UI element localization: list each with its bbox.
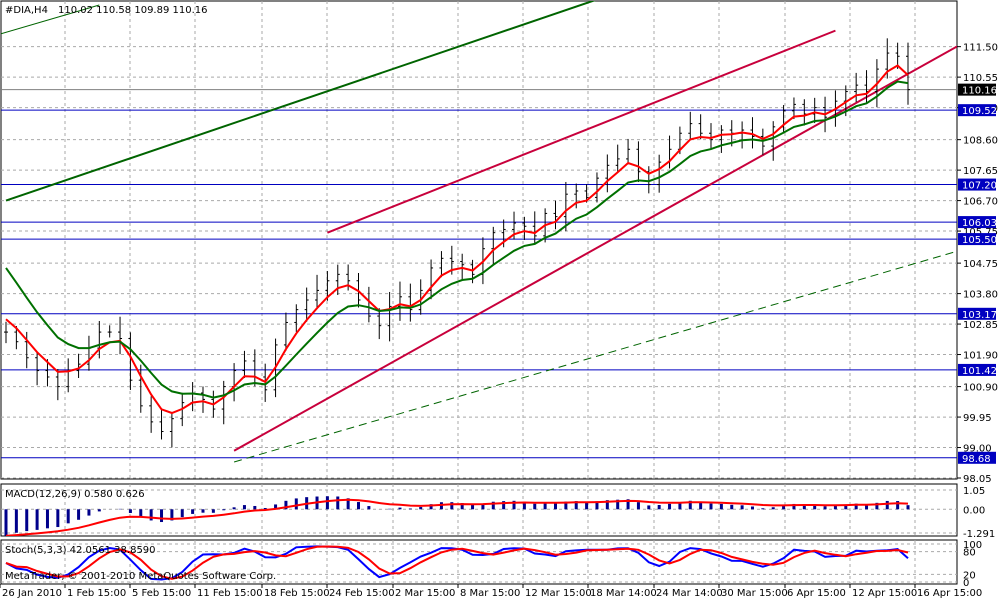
price-tick-label: 105.75 bbox=[963, 227, 998, 238]
stoch-tick-label: 100 bbox=[963, 540, 982, 551]
time-tick-label: 6 Apr 15:00 bbox=[787, 588, 846, 599]
main-plot-layer bbox=[1, 1, 957, 463]
watermark: MetaTrader, © 2001-2010 MetaQuotes Softw… bbox=[5, 571, 276, 582]
horizontal-level-badge bbox=[958, 216, 996, 229]
green-trend-trendline bbox=[5, 1, 596, 202]
axis-layer: 111.50110.55109.60108.60107.65106.70105.… bbox=[0, 43, 998, 599]
time-tick-label: 24 Mar 14:00 bbox=[656, 588, 723, 599]
time-tick-label: 24 Feb 15:00 bbox=[329, 588, 395, 599]
time-tick-label: 12 Apr 15:00 bbox=[852, 588, 917, 599]
stoch-d-line bbox=[5, 545, 909, 580]
price-tick-label: 110.55 bbox=[963, 73, 998, 84]
horizontal-level-label: 106.03 bbox=[962, 218, 997, 229]
main-title: #DIA,H4 bbox=[5, 5, 48, 16]
horizontal-level-label: 101.42 bbox=[962, 366, 997, 377]
macd-title: MACD(12,26,9) 0.580 0.626 bbox=[5, 489, 145, 500]
price-tick-label: 99.95 bbox=[963, 413, 992, 424]
time-tick-label: 30 Mar 15:00 bbox=[721, 588, 788, 599]
stoch-title: Stoch(5,3,3) 42.0561 38.8590 bbox=[5, 545, 156, 556]
macd-tick-label: -1.291 bbox=[963, 529, 995, 540]
fast-ma-line bbox=[5, 64, 909, 415]
price-tick-label: 100.90 bbox=[963, 383, 998, 394]
horizontal-level-label: 109.52 bbox=[962, 106, 997, 117]
horizontal-level-label: 105.50 bbox=[962, 235, 997, 246]
price-tick-label: 102.85 bbox=[963, 320, 998, 331]
current-price-label: 110.16 bbox=[962, 86, 997, 97]
macd-tick-label: 1.05 bbox=[963, 486, 985, 497]
horizontal-level-badge bbox=[958, 233, 996, 246]
ohlc-readout: 110.02 110.58 109.89 110.16 bbox=[58, 5, 208, 16]
stoch-tick-label: 80 bbox=[963, 548, 976, 559]
time-tick-label: 18 Feb 15:00 bbox=[264, 588, 330, 599]
price-tick-label: 98.05 bbox=[963, 474, 992, 485]
support-dash-trendline bbox=[233, 250, 957, 463]
stoch-plot-layer bbox=[5, 545, 909, 581]
macd-tick-label: 0.00 bbox=[963, 505, 985, 516]
time-tick-label: 16 Apr 15:00 bbox=[917, 588, 982, 599]
price-tick-label: 103.80 bbox=[963, 290, 998, 301]
stoch-tick-label: 0 bbox=[963, 578, 969, 589]
top-left-trendline bbox=[1, 4, 100, 35]
time-tick-label: 12 Mar 15:00 bbox=[525, 588, 592, 599]
time-tick-label: 2 Mar 15:00 bbox=[395, 588, 455, 599]
time-tick-label: 26 Jan 2010 bbox=[2, 588, 62, 599]
time-tick-label: 18 Mar 14:00 bbox=[590, 588, 657, 599]
price-tick-label: 111.50 bbox=[963, 43, 998, 54]
horizontal-level-label: 107.20 bbox=[962, 181, 997, 192]
price-tick-label: 107.65 bbox=[963, 166, 998, 177]
horizontal-level-label: 98.68 bbox=[962, 454, 991, 465]
time-tick-label: 11 Feb 15:00 bbox=[197, 588, 263, 599]
stoch-plot-frame bbox=[0, 539, 958, 585]
time-tick-label: 8 Mar 15:00 bbox=[460, 588, 520, 599]
upper-channel-trendline bbox=[327, 29, 836, 234]
price-tick-label: 108.60 bbox=[963, 136, 998, 147]
current-price-badge bbox=[958, 83, 996, 96]
time-tick-label: 5 Feb 15:00 bbox=[132, 588, 191, 599]
price-tick-label: 104.75 bbox=[963, 259, 998, 270]
macd-signal-line bbox=[5, 498, 909, 536]
horizontal-level-badge bbox=[958, 178, 996, 191]
horizontal-level-label: 103.17 bbox=[962, 310, 997, 321]
price-tick-label: 99.00 bbox=[963, 444, 992, 455]
stoch-tick-label: 20 bbox=[963, 570, 976, 581]
slow-ma-line bbox=[5, 80, 909, 399]
price-tick-label: 101.90 bbox=[963, 351, 998, 362]
main-plot-frame bbox=[0, 0, 958, 480]
horizontal-level-badge bbox=[958, 451, 996, 464]
macd-plot-layer bbox=[4, 496, 910, 536]
horizontal-level-badge bbox=[958, 363, 996, 376]
grid-lines bbox=[1, 1, 957, 584]
price-tick-label: 106.70 bbox=[963, 197, 998, 208]
horizontal-level-badge bbox=[958, 307, 996, 320]
horizontal-level-badge bbox=[958, 104, 996, 117]
time-tick-label: 1 Feb 15:00 bbox=[67, 588, 126, 599]
